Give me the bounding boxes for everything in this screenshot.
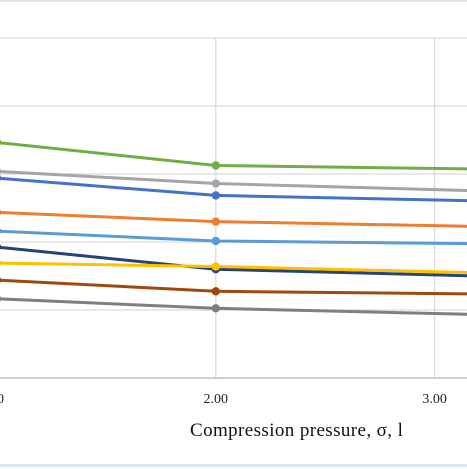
data-point-3-1 (211, 217, 220, 226)
data-point-0-0 (0, 139, 2, 146)
x-tick-label-2: 3.00 (422, 392, 447, 407)
series-5 (0, 244, 467, 278)
gridlines (0, 37, 467, 379)
x-axis-title: Compression pressure, σ, l (190, 420, 403, 441)
data-point-4-0 (0, 228, 2, 235)
series-3 (0, 209, 467, 228)
data-point-2-1 (211, 191, 220, 200)
series-2 (0, 175, 467, 203)
series-4 (0, 228, 467, 246)
series-line-8 (0, 297, 467, 316)
data-point-6-0 (0, 260, 2, 267)
data-point-8-1 (211, 304, 220, 313)
series-line-0 (0, 141, 467, 171)
x-tick-label-0: 00 (0, 392, 4, 407)
data-point-4-1 (211, 236, 220, 246)
series-6 (0, 260, 467, 274)
series-line-7 (0, 278, 467, 296)
data-point-7-1 (211, 287, 220, 296)
data-point-3-0 (0, 209, 2, 216)
series-7 (0, 277, 467, 296)
series-layer (0, 139, 467, 316)
data-point-6-1 (211, 262, 220, 271)
data-point-8-0 (0, 295, 2, 302)
series-line-5 (0, 245, 467, 278)
data-point-7-0 (0, 277, 2, 284)
data-point-1-0 (0, 168, 2, 175)
x-tick-label-1: 2.00 (204, 392, 229, 407)
x-tick-labels: 00 2.00 3.00 (0, 392, 447, 407)
series-line-3 (0, 211, 467, 228)
data-point-5-0 (0, 244, 2, 251)
series-1 (0, 168, 467, 193)
data-point-1-1 (211, 179, 220, 188)
data-point-2-0 (0, 175, 2, 182)
data-point-0-1 (211, 161, 220, 170)
series-8 (0, 295, 467, 316)
series-line-2 (0, 176, 467, 203)
series-0 (0, 139, 467, 171)
